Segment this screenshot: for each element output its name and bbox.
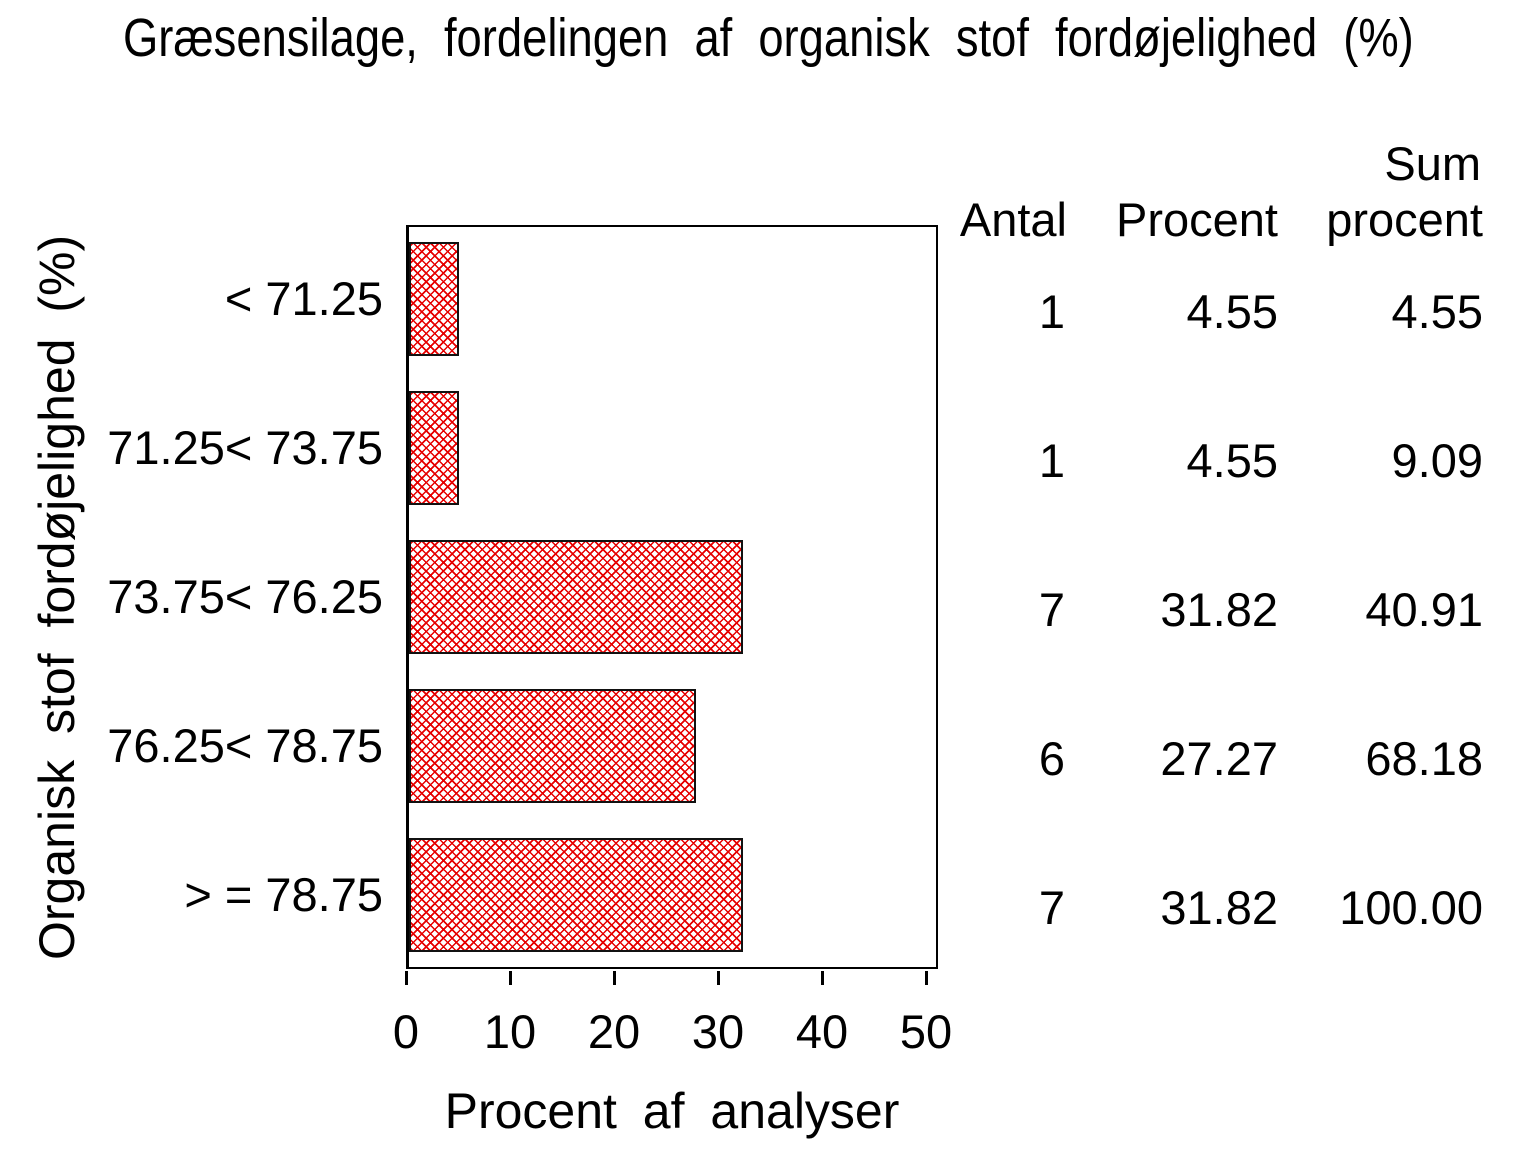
x-tick-label: 20 <box>587 1005 641 1058</box>
cell-sum-procent: 9.09 <box>1391 434 1483 488</box>
cell-antal: 1 <box>1038 434 1065 488</box>
bar-> = 78.75 <box>409 837 743 952</box>
category-label: 73.75< 76.25 <box>107 570 383 623</box>
cell-sum-procent: 68.18 <box>1365 731 1483 785</box>
bar-76.25< 78.75 <box>409 688 696 803</box>
category-label: 71.25< 73.75 <box>107 421 383 475</box>
cell-procent: 31.82 <box>1160 880 1278 934</box>
category-label: < 71.25 <box>224 272 383 326</box>
bar-< 71.25 <box>409 242 459 357</box>
category-label: 76.25< 78.75 <box>107 718 383 772</box>
x-tick-label: 0 <box>392 1005 420 1058</box>
table-header-procent: Procent <box>1116 193 1278 246</box>
plot-frame <box>406 225 938 969</box>
category-label: > = 78.75 <box>184 867 383 921</box>
x-tick <box>405 971 408 985</box>
table-header-sum-line1: Sum <box>1384 137 1481 190</box>
cell-procent: 31.82 <box>1160 583 1278 636</box>
cell-sum-procent: 40.91 <box>1365 583 1483 636</box>
cell-antal: 1 <box>1038 285 1065 339</box>
chart-title-row: Græsensilage, fordelingen af organisk st… <box>0 11 1536 65</box>
bar-71.25< 73.75 <box>409 391 459 506</box>
x-axis-label: Procent af analyser <box>444 1083 900 1139</box>
cell-antal: 7 <box>1038 880 1065 934</box>
x-tick <box>613 971 616 985</box>
x-tick-label: 40 <box>795 1005 849 1058</box>
cell-procent: 4.55 <box>1186 434 1278 488</box>
x-tick <box>925 971 928 985</box>
chart-title: Græsensilage, fordelingen af organisk st… <box>122 8 1414 68</box>
cell-antal: 7 <box>1038 583 1065 636</box>
x-tick <box>717 971 720 985</box>
table-header-antal: Antal <box>959 193 1067 246</box>
x-tick-label: 50 <box>899 1005 953 1058</box>
x-tick <box>821 971 824 985</box>
x-tick <box>509 971 512 985</box>
cell-procent: 4.55 <box>1186 285 1278 339</box>
cell-sum-procent: 100.00 <box>1339 880 1483 934</box>
cell-sum-procent: 4.55 <box>1391 285 1483 339</box>
cell-procent: 27.27 <box>1160 731 1278 785</box>
table-header-sum-line2: procent <box>1326 193 1483 246</box>
bar-73.75< 76.25 <box>409 540 743 654</box>
x-tick-label: 10 <box>483 1005 537 1058</box>
x-tick-label: 30 <box>691 1005 745 1058</box>
cell-antal: 6 <box>1038 731 1065 785</box>
